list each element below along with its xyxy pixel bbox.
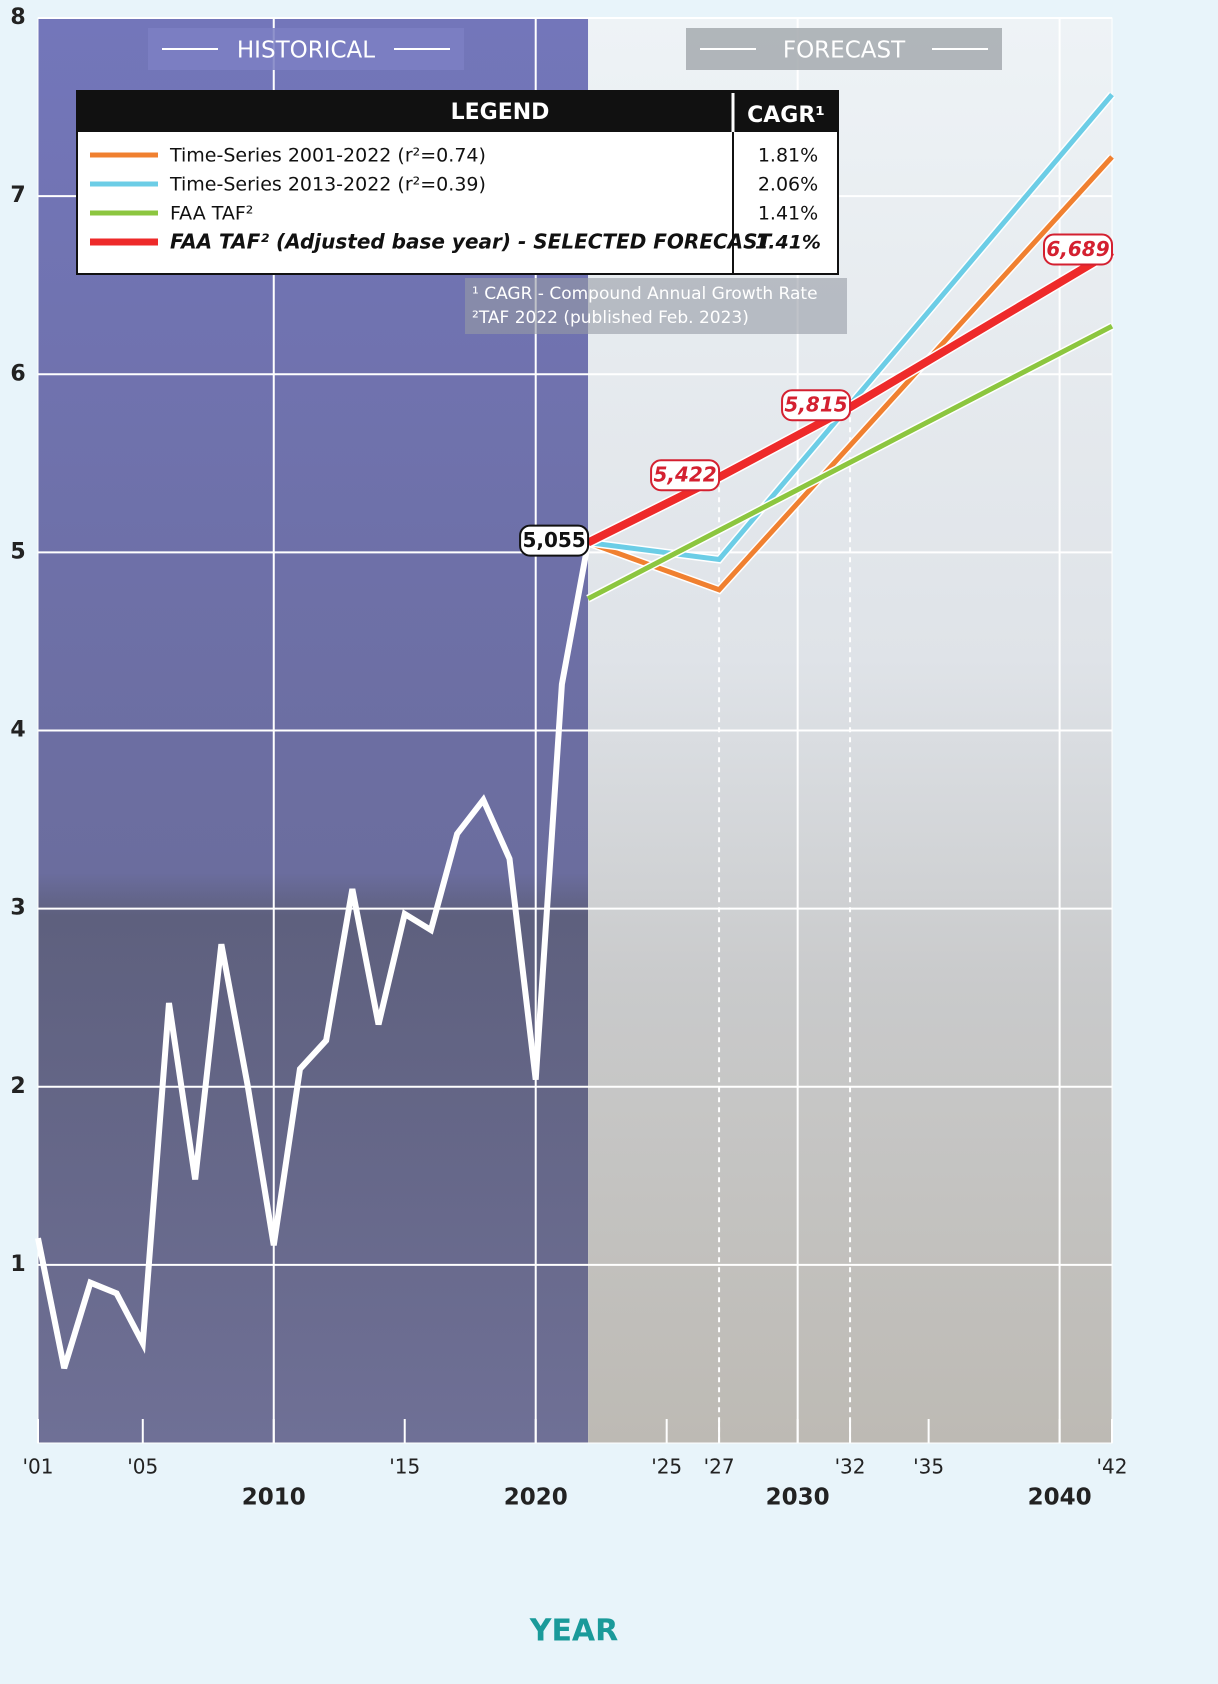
y-tick-label: 5 (10, 539, 25, 564)
legend-cagr-header: CAGR¹ (747, 103, 825, 128)
legend-entry: Time-Series 2013-2022 (r²=0.39) (169, 174, 486, 196)
value-label: 6,689 (1046, 237, 1109, 261)
value-label: 5,815 (784, 393, 847, 417)
period-label: HISTORICAL (237, 38, 375, 64)
footnote: ²TAF 2022 (published Feb. 2023) (472, 308, 749, 328)
legend-cagr: 1.41% (758, 203, 818, 225)
y-tick-label: 8 (10, 5, 25, 30)
x-tick-label: '32 (835, 1455, 866, 1479)
legend-cagr: 1.81% (758, 145, 818, 167)
x-tick-label: '01 (23, 1455, 54, 1479)
footnote: ¹ CAGR - Compound Annual Growth Rate (472, 284, 818, 304)
x-tick-label: 2030 (766, 1485, 830, 1511)
overlays: 5,055 5,422 5,815 6,689 HISTORICAL FORECAST LE… (76, 28, 1113, 557)
x-tick-label: 2020 (504, 1485, 568, 1511)
legend-entry: FAA TAF² (Adjusted base year) - SELECTED… (170, 230, 773, 254)
legend-entry: FAA TAF² (170, 203, 253, 225)
plot-frame (37, 17, 1113, 1444)
series-line (586, 248, 1115, 547)
series-line (587, 92, 1114, 563)
y-tick-label: 7 (10, 183, 25, 208)
value-label-box (519, 524, 590, 557)
value-label-box (781, 389, 852, 422)
period-label: FORECAST (783, 38, 906, 64)
legend-title: LEGEND (451, 100, 550, 125)
series-line (35, 542, 592, 1370)
y-tick-label: 1 (10, 1252, 25, 1277)
series-line (586, 323, 1114, 601)
footnote-box (465, 278, 847, 334)
x-tick-label: '05 (127, 1455, 158, 1479)
series-lines (35, 92, 1116, 1370)
y-tick-label: 6 (10, 361, 25, 386)
x-tick-label: 2040 (1028, 1485, 1092, 1511)
x-tick-label: '35 (913, 1455, 944, 1479)
legend-entry: Time-Series 2001-2022 (r²=0.74) (169, 145, 486, 167)
x-tick-label: '15 (389, 1455, 420, 1479)
value-label: 5,055 (522, 528, 585, 552)
x-tick-label: '25 (651, 1455, 682, 1479)
legend-header (77, 91, 838, 132)
x-tick-label: 2010 (242, 1485, 306, 1511)
x-tick-label: '42 (1097, 1455, 1128, 1479)
x-axis-title: YEAR (529, 1614, 619, 1649)
y-tick-label: 2 (10, 1074, 25, 1099)
legend-cagr: 1.41% (755, 232, 821, 254)
value-label-box (650, 459, 721, 492)
legend-cagr: 2.06% (758, 174, 818, 196)
x-tick-label: '27 (704, 1455, 735, 1479)
y-tick-label: 3 (10, 896, 25, 921)
y-tick-label: 4 (10, 718, 25, 743)
series-line (587, 155, 1114, 593)
value-label-box (1043, 233, 1113, 266)
value-label: 5,422 (653, 463, 716, 487)
